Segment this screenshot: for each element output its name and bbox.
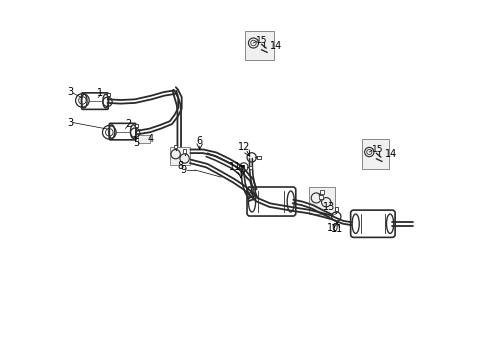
Text: 15: 15 — [371, 145, 383, 154]
Text: 2: 2 — [124, 119, 131, 129]
Text: 14: 14 — [385, 149, 397, 159]
Bar — [183, 149, 186, 153]
Text: 11: 11 — [330, 225, 343, 234]
Text: 3: 3 — [67, 87, 73, 97]
Text: 7: 7 — [237, 165, 244, 175]
Text: 6: 6 — [196, 136, 203, 146]
Bar — [169, 147, 190, 165]
Text: 10: 10 — [326, 224, 339, 233]
Text: 12: 12 — [238, 141, 250, 152]
Text: 13: 13 — [322, 202, 334, 212]
Text: 4: 4 — [147, 134, 153, 144]
Bar — [138, 135, 150, 143]
Text: 15: 15 — [256, 36, 267, 45]
Bar — [320, 190, 323, 194]
Bar — [319, 195, 322, 199]
Bar — [249, 166, 252, 168]
Text: 14: 14 — [269, 41, 282, 50]
Text: 8: 8 — [177, 161, 183, 171]
Bar — [257, 156, 260, 159]
Bar — [361, 139, 388, 169]
Bar — [308, 187, 335, 214]
Text: 1: 1 — [97, 88, 103, 98]
Text: 5: 5 — [133, 138, 139, 148]
Bar — [135, 124, 138, 127]
Bar — [174, 145, 177, 148]
Bar — [334, 207, 337, 211]
Text: 9: 9 — [180, 165, 186, 175]
Text: 3: 3 — [67, 118, 73, 128]
Text: 11: 11 — [229, 162, 241, 172]
Bar — [107, 93, 110, 96]
Bar — [244, 31, 274, 60]
